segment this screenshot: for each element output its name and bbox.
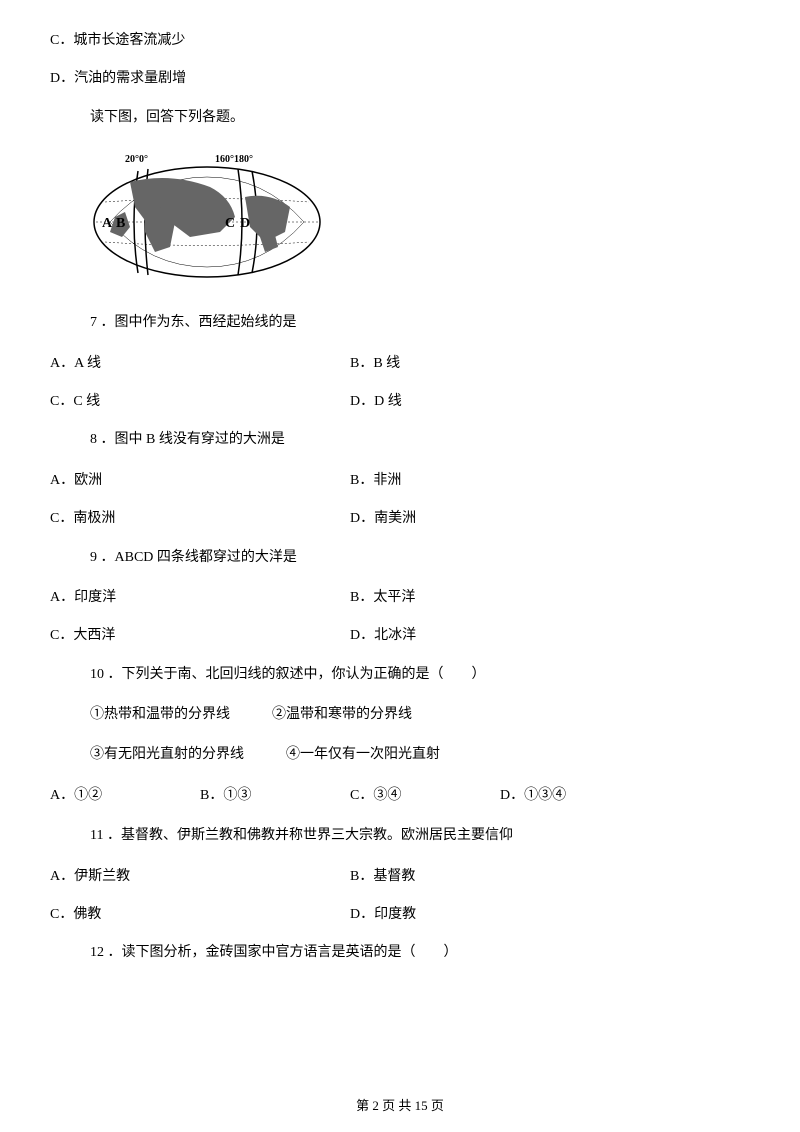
question-8: 8 ．图中 B 线没有穿过的大洲是 <box>90 429 750 451</box>
q7-option-b: B．B 线 <box>350 353 400 375</box>
q8-option-d: D．南美洲 <box>350 508 416 530</box>
q10-choices-1: ①热带和温带的分界线 ②温带和寒带的分界线 <box>90 704 750 726</box>
svg-text:D: D <box>240 216 250 231</box>
world-map-image: 20°0° 160°180° A B C D <box>90 147 325 282</box>
q11-option-a: A．伊斯兰教 <box>50 866 350 888</box>
q9-option-a: A．印度洋 <box>50 587 350 609</box>
q7-option-a: A．A 线 <box>50 353 350 375</box>
q8-option-c: C．南极洲 <box>50 508 350 530</box>
question-9: 9 ．ABCD 四条线都穿过的大洋是 <box>90 547 750 569</box>
q7-option-d: D．D 线 <box>350 391 402 413</box>
q9-option-c: C．大西洋 <box>50 625 350 647</box>
q10-option-c: C．③④ <box>350 785 500 807</box>
svg-text:C: C <box>225 216 235 231</box>
svg-text:A: A <box>102 216 113 231</box>
question-10: 10 ．下列关于南、北回归线的叙述中，你认为正确的是（ ） <box>90 664 750 686</box>
page-footer: 第 2 页 共 15 页 <box>0 1096 800 1117</box>
option-c-top: C．城市长途客流减少 <box>50 30 750 52</box>
svg-text:20°0°: 20°0° <box>125 154 148 165</box>
question-7: 7 ．图中作为东、西经起始线的是 <box>90 312 750 334</box>
svg-text:B: B <box>116 216 125 231</box>
q10-option-d: D．①③④ <box>500 785 650 807</box>
q7-option-c: C．C 线 <box>50 391 350 413</box>
q10-choices-2: ③有无阳光直射的分界线 ④一年仅有一次阳光直射 <box>90 744 750 766</box>
q10-option-a: A．①② <box>50 785 200 807</box>
q8-option-a: A．欧洲 <box>50 470 350 492</box>
q11-option-d: D．印度教 <box>350 904 416 926</box>
instruction-1: 读下图，回答下列各题。 <box>90 107 750 129</box>
question-11: 11 ．基督教、伊斯兰教和佛教并称世界三大宗教。欧洲居民主要信仰 <box>90 825 750 847</box>
q10-option-b: B．①③ <box>200 785 350 807</box>
q9-option-d: D．北冰洋 <box>350 625 416 647</box>
option-d-top: D．汽油的需求量剧增 <box>50 68 750 90</box>
question-12: 12 ．读下图分析，金砖国家中官方语言是英语的是（ ） <box>90 942 750 964</box>
q8-option-b: B．非洲 <box>350 470 401 492</box>
q11-option-c: C．佛教 <box>50 904 350 926</box>
q11-option-b: B．基督教 <box>350 866 415 888</box>
q9-option-b: B．太平洋 <box>350 587 415 609</box>
svg-text:160°180°: 160°180° <box>215 154 253 165</box>
